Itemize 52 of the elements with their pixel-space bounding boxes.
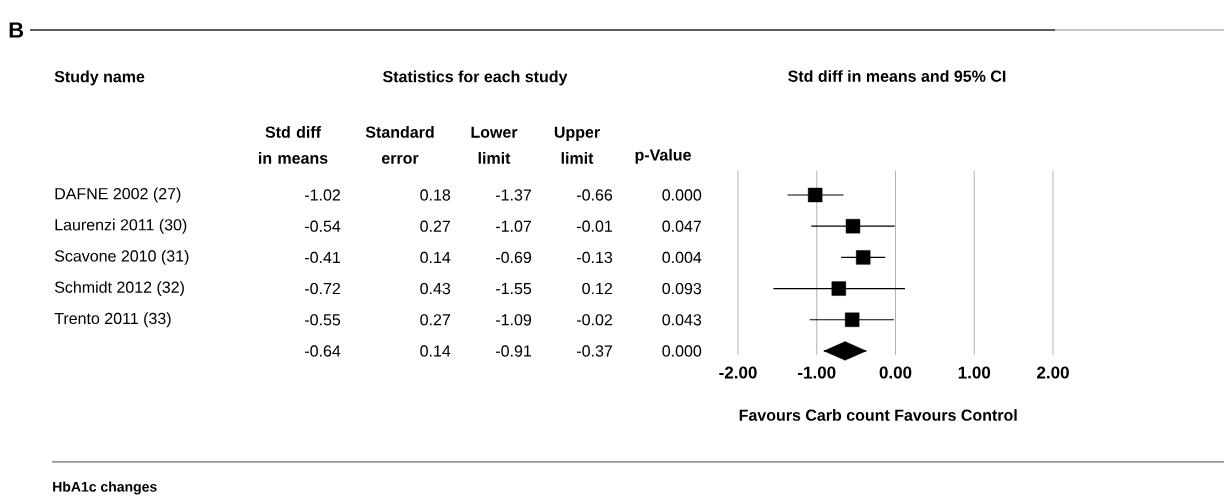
text: Statistics for each study [382, 70, 568, 86]
text: Favours Control [895, 409, 1017, 421]
text: -1.07 [496, 220, 531, 232]
text: Favours Carb count [739, 409, 890, 421]
text: -1.09 [496, 314, 532, 326]
category-label: Lower limit [471, 126, 518, 164]
text: -1.02 [305, 189, 340, 201]
category-label: Schmidt 2012 (32) [54, 281, 184, 297]
text: 0.12 [582, 282, 612, 295]
text: -0.37 [577, 345, 612, 357]
text: 0.14 [420, 251, 451, 264]
chart-title: Std diff in means and 95% CI [788, 70, 1006, 82]
category-label: p-Value [635, 148, 691, 164]
category-label: Standard error [365, 126, 434, 164]
text: -0.66 [577, 189, 613, 201]
category-label: Trento 2011 (33) [54, 312, 171, 328]
text: 0.43 [420, 282, 451, 295]
category-label: Std diff in means [259, 126, 328, 164]
x-tick-label: 1.00 [958, 366, 991, 379]
text: -0.02 [577, 314, 612, 326]
text: -0.13 [577, 251, 613, 264]
text: 0.004 [662, 251, 702, 264]
text: 0.18 [420, 189, 451, 201]
text: B [9, 22, 24, 38]
x-tick-label: 0.00 [879, 366, 912, 379]
category-label: Upper limit [554, 126, 600, 164]
x-tick-label: -1.00 [798, 366, 836, 379]
text: -0.01 [577, 220, 613, 232]
text: 0.043 [662, 314, 702, 326]
text: -0.64 [305, 345, 341, 357]
text: -1.37 [496, 189, 531, 201]
text: -0.72 [305, 282, 340, 295]
text: -0.41 [305, 251, 341, 264]
text: 0.27 [420, 220, 450, 232]
text: HbA1c changes [53, 481, 157, 495]
text: -0.91 [496, 345, 532, 357]
text: -0.54 [305, 220, 341, 232]
text: Study name [54, 70, 145, 86]
text: 0.047 [662, 220, 701, 232]
text: -0.55 [305, 314, 341, 326]
text: 0.000 [662, 189, 702, 201]
x-tick-label: 2.00 [1037, 366, 1069, 379]
category-label: Scavone 2010 (31) [54, 249, 189, 265]
text: -0.69 [496, 251, 532, 264]
text: -1.55 [496, 283, 532, 295]
text: 0.27 [420, 314, 450, 326]
x-tick-label: -2.00 [719, 366, 757, 379]
category-label: Laurenzi 2011 (30) [55, 218, 187, 234]
text: 0.14 [420, 345, 451, 357]
text: 0.000 [662, 345, 702, 357]
category-label: DAFNE 2002 (27) [55, 187, 181, 203]
text: 0.093 [662, 282, 702, 295]
